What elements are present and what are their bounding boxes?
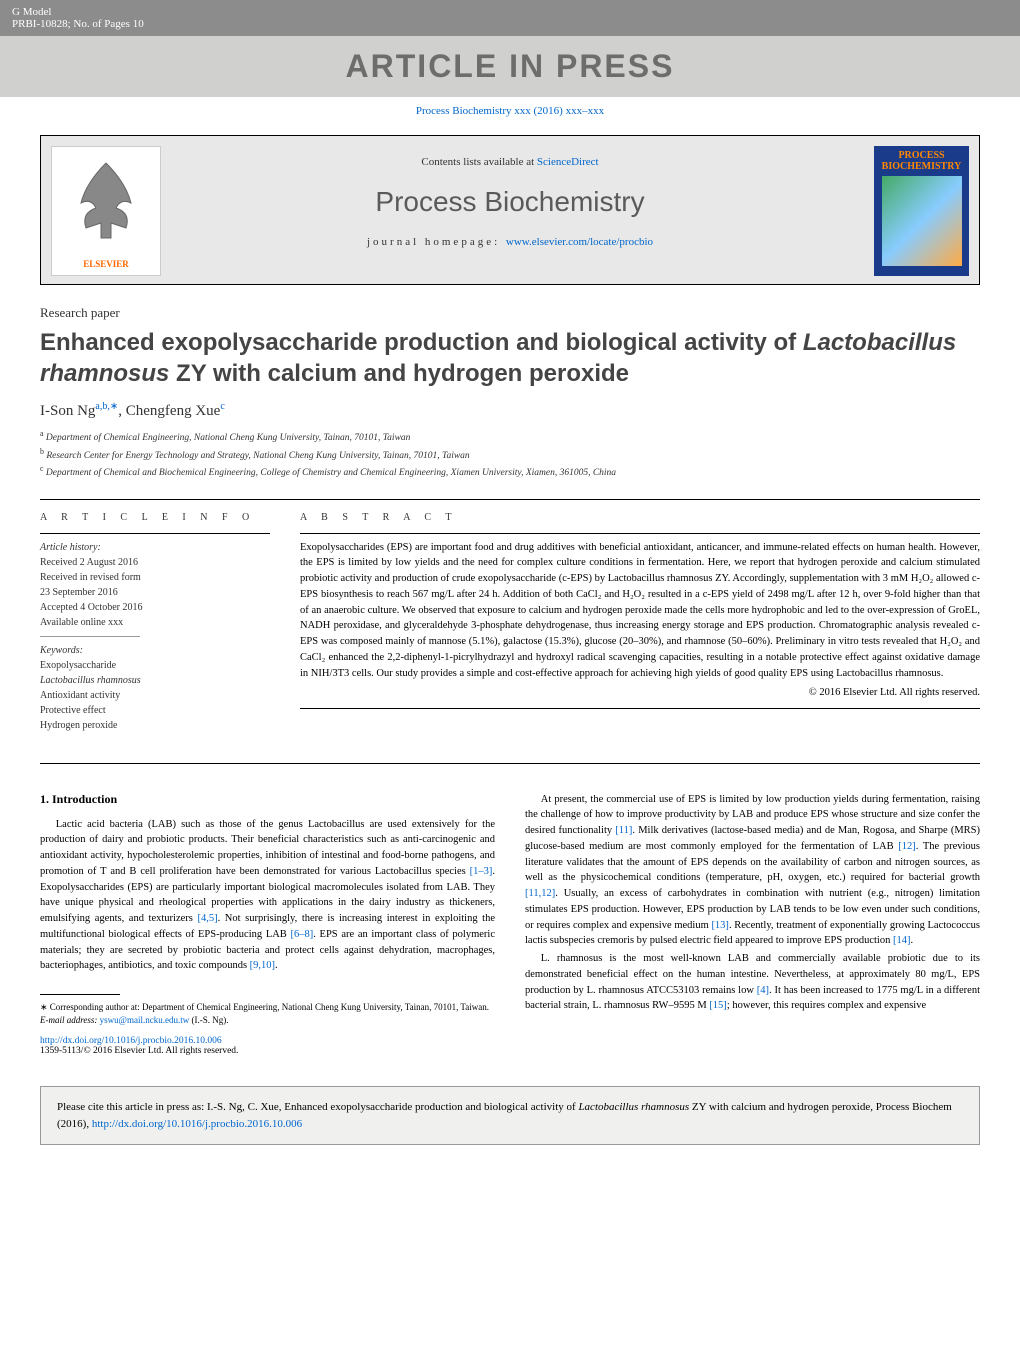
doi-block: http://dx.doi.org/10.1016/j.procbio.2016… [40,1036,495,1056]
ref-link[interactable]: [1–3] [470,866,493,877]
cite-doi-link[interactable]: http://dx.doi.org/10.1016/j.procbio.2016… [92,1118,302,1130]
homepage-line: journal homepage: www.elsevier.com/locat… [41,236,979,248]
ref-link[interactable]: [4] [757,985,769,996]
abstract-head: A B S T R A C T [300,512,980,523]
ref-link[interactable]: [11] [615,825,632,836]
journal-ref-link[interactable]: Process Biochemistry xxx (2016) xxx–xxx [0,97,1020,125]
sciencedirect-link[interactable]: ScienceDirect [537,156,599,168]
contents-line: Contents lists available at ScienceDirec… [41,156,979,168]
journal-title: Process Biochemistry [41,186,979,218]
ref-link[interactable]: [4,5] [197,913,217,924]
ref-link[interactable]: [6–8] [291,929,314,940]
author-1: I-Son Ng [40,403,95,419]
article-in-press-banner: ARTICLE IN PRESS [0,36,1020,97]
journal-header: ELSEVIER Contents lists available at Sci… [40,135,980,285]
authors: I-Son Nga,b,∗, Chengfeng Xuec [40,401,980,420]
ref-link[interactable]: [12] [898,841,916,852]
cover-line2: BIOCHEMISTRY [878,161,965,172]
tree-icon [66,153,146,255]
email-link[interactable]: yswu@mail.ncku.edu.tw [100,1015,190,1025]
ref-link[interactable]: [13] [711,920,729,931]
author-2: Chengfeng Xue [126,403,221,419]
ref-link[interactable]: [9,10] [250,960,275,971]
doi-link[interactable]: http://dx.doi.org/10.1016/j.procbio.2016… [40,1036,495,1046]
citation-box: Please cite this article in press as: I.… [40,1086,980,1145]
model-header: G Model PRBI-10828; No. of Pages 10 [0,0,1020,36]
corresponding-author-note: ∗ Corresponding author at: Department of… [40,1001,495,1026]
intro-para-2: At present, the commercial use of EPS is… [525,792,980,1015]
intro-para-1: Lactic acid bacteria (LAB) such as those… [40,817,495,975]
affiliations: a Department of Chemical Engineering, Na… [40,428,980,480]
cover-image-icon [882,176,962,266]
ref-link[interactable]: [14] [893,935,911,946]
ref-link[interactable]: [11,12] [525,888,555,899]
paper-type: Research paper [40,305,980,321]
abstract-text: Exopolysaccharides (EPS) are important f… [300,540,980,682]
cover-line1: PROCESS [878,150,965,161]
article-info-head: A R T I C L E I N F O [40,512,270,523]
copyright: © 2016 Elsevier Ltd. All rights reserved… [300,687,980,698]
homepage-url[interactable]: www.elsevier.com/locate/procbio [506,236,653,248]
article-history: Article history: Received 2 August 2016 … [40,540,270,733]
publisher-name: ELSEVIER [83,259,129,269]
g-model: G Model [12,6,144,18]
section-introduction: 1. Introduction [40,792,495,807]
ref-link[interactable]: [15] [709,1000,727,1011]
paper-title: Enhanced exopolysaccharide production an… [40,327,980,389]
model-id: PRBI-10828; No. of Pages 10 [12,18,144,30]
journal-cover-thumb: PROCESS BIOCHEMISTRY [874,146,969,276]
elsevier-logo: ELSEVIER [51,146,161,276]
